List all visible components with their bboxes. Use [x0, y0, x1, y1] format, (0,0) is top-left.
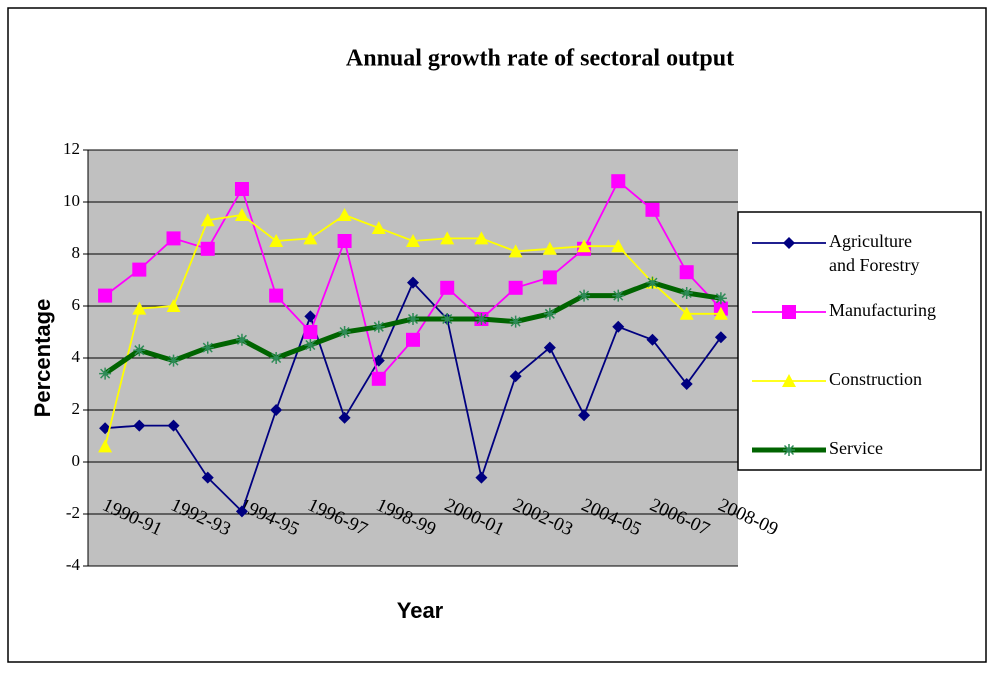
marker: [714, 331, 727, 344]
marker: [234, 208, 249, 221]
marker: [337, 234, 352, 248]
legend-marker: [783, 444, 795, 456]
marker: [235, 505, 248, 518]
marker: [133, 419, 146, 432]
y-tick-label: -4: [66, 555, 81, 574]
marker: [337, 208, 352, 221]
marker: [304, 339, 317, 351]
marker: [508, 244, 523, 258]
marker: [475, 471, 488, 484]
y-tick-label: 6: [72, 295, 81, 314]
marker: [372, 320, 385, 333]
marker: [304, 310, 317, 323]
marker: [166, 231, 181, 246]
y-tick-label: 12: [63, 139, 80, 158]
legend-label: Service: [829, 438, 883, 458]
marker: [679, 306, 694, 320]
marker: [99, 367, 112, 380]
marker: [371, 221, 386, 234]
x-axis-title: Year: [397, 598, 444, 623]
marker: [406, 234, 420, 247]
y-tick-label: 0: [72, 451, 81, 470]
marker: [543, 341, 556, 354]
marker: [133, 344, 146, 357]
marker: [646, 333, 659, 346]
marker: [680, 378, 693, 390]
marker: [235, 333, 248, 346]
marker: [646, 276, 659, 289]
marker: [714, 292, 727, 305]
marker: [577, 239, 592, 253]
marker: [440, 231, 455, 245]
legend-label-line: Agriculture: [829, 231, 912, 251]
marker: [713, 306, 728, 320]
marker: [440, 280, 455, 295]
marker: [612, 289, 625, 302]
y-tick-label: 10: [63, 191, 80, 210]
y-tick-label: 2: [72, 399, 81, 418]
y-tick-label: -2: [66, 503, 80, 522]
marker: [270, 352, 283, 364]
legend-label: Construction: [829, 369, 922, 389]
marker: [611, 174, 626, 189]
marker: [407, 276, 419, 289]
y-tick-label: 8: [72, 243, 81, 262]
marker: [407, 313, 419, 325]
marker: [98, 439, 113, 453]
legend-box: [737, 211, 982, 471]
marker: [509, 370, 522, 383]
marker: [543, 307, 556, 320]
marker: [167, 419, 180, 432]
marker: [645, 202, 660, 217]
marker: [679, 265, 694, 280]
y-tick-label: 4: [72, 347, 81, 366]
marker: [201, 471, 214, 484]
legend-marker: [782, 305, 796, 319]
marker: [200, 241, 215, 256]
marker: [578, 289, 591, 302]
y-axis-title: Percentage: [30, 299, 55, 418]
marker: [474, 231, 489, 245]
marker: [441, 313, 454, 325]
legend-label-line: and Forestry: [829, 255, 919, 275]
legend-label: Manufacturing: [829, 300, 936, 320]
marker: [542, 241, 557, 255]
marker: [338, 326, 351, 338]
marker: [98, 288, 113, 303]
marker: [371, 371, 386, 386]
marker: [338, 411, 351, 424]
marker: [132, 301, 147, 315]
marker: [200, 213, 215, 227]
marker: [303, 325, 318, 339]
marker: [542, 270, 557, 285]
marker: [509, 315, 522, 328]
marker: [680, 287, 693, 299]
marker: [234, 182, 249, 196]
marker: [201, 341, 214, 354]
marker: [475, 313, 488, 325]
marker: [611, 239, 626, 253]
legend-marker: [782, 374, 796, 387]
marker: [612, 320, 625, 333]
marker: [132, 262, 147, 277]
marker: [303, 231, 318, 245]
marker: [508, 280, 523, 295]
marker: [166, 299, 181, 312]
marker: [269, 234, 284, 247]
legend-label: Agriculture and Forestry: [829, 231, 919, 275]
marker: [406, 332, 420, 347]
marker: [578, 409, 591, 422]
marker: [269, 288, 284, 303]
marker: [270, 404, 283, 416]
legend-marker: [783, 237, 795, 249]
marker: [167, 354, 180, 367]
chart-title: Annual growth rate of sectoral output: [346, 46, 734, 72]
